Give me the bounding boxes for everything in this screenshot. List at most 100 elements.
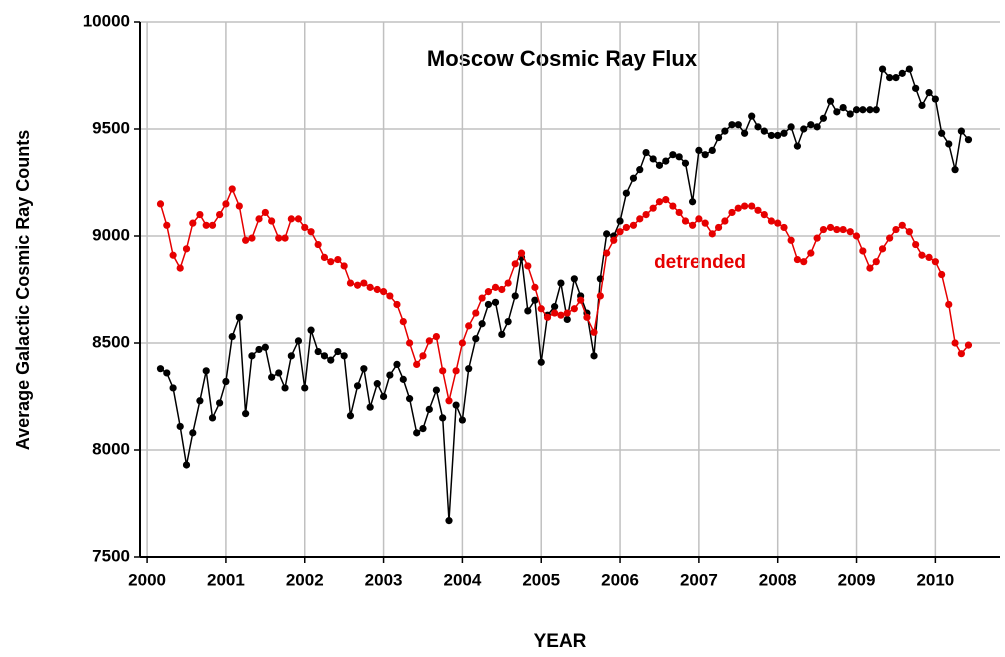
x-tick-label: 2001: [207, 570, 245, 589]
y-tick-label: 9500: [92, 118, 130, 137]
data-point: [425, 405, 433, 413]
x-tick-label: 2002: [286, 570, 324, 589]
data-point: [859, 106, 867, 114]
data-point: [399, 318, 407, 326]
annotation: detrended: [654, 252, 746, 273]
data-point: [833, 108, 841, 116]
data-point: [964, 136, 973, 144]
data-point: [340, 262, 348, 270]
data-point: [570, 305, 578, 313]
data-point: [255, 215, 263, 223]
data-point: [866, 264, 874, 272]
data-point: [918, 251, 926, 259]
data-point: [563, 309, 571, 317]
data-point: [248, 352, 256, 360]
data-point: [551, 309, 559, 317]
data-point: [918, 101, 926, 110]
data-point: [222, 200, 230, 208]
data-point: [728, 121, 736, 129]
data-point: [938, 270, 946, 279]
y-tick-label: 8000: [92, 439, 130, 458]
data-point: [465, 322, 473, 330]
data-point: [886, 74, 894, 82]
data-point: [196, 211, 204, 219]
data-point: [360, 365, 368, 373]
data-point: [695, 146, 703, 154]
data-point: [478, 320, 486, 328]
data-point: [649, 204, 657, 212]
data-point: [596, 292, 604, 300]
data-point: [931, 258, 939, 266]
data-point: [912, 240, 920, 249]
data-point: [327, 258, 335, 266]
data-point: [557, 311, 565, 319]
data-point: [728, 208, 736, 217]
data-point: [472, 335, 480, 343]
data-point: [938, 129, 946, 137]
chart-title: Moscow Cosmic Ray Flux: [427, 46, 698, 71]
data-point: [163, 369, 171, 377]
data-point: [386, 371, 394, 379]
data-point: [787, 123, 795, 131]
data-point: [432, 332, 440, 341]
data-point: [957, 127, 965, 135]
data-point: [465, 365, 473, 373]
x-tick-label: 2005: [522, 570, 560, 589]
data-point: [636, 166, 644, 174]
data-point: [202, 221, 210, 229]
data-point: [294, 215, 303, 223]
data-point: [353, 281, 362, 289]
data-point: [846, 110, 854, 118]
data-point: [373, 380, 381, 388]
x-tick-label: 2010: [916, 570, 954, 589]
data-point: [819, 114, 828, 122]
data-point: [242, 410, 250, 418]
data-point: [196, 397, 204, 405]
data-point: [413, 429, 421, 437]
data-point: [839, 104, 847, 112]
data-point: [169, 251, 177, 259]
data-point: [405, 339, 414, 347]
data-point: [491, 298, 500, 306]
data-point: [662, 157, 670, 165]
data-point: [925, 89, 933, 97]
data-point: [340, 352, 348, 360]
data-point: [846, 228, 854, 236]
y-axis-label: Average Galactic Cosmic Ray Counts: [13, 130, 33, 450]
data-point: [754, 206, 762, 214]
data-point: [314, 240, 322, 249]
data-point: [498, 285, 506, 294]
data-point: [655, 161, 664, 169]
data-point: [898, 69, 906, 77]
data-point: [681, 217, 690, 225]
data-point: [275, 369, 283, 377]
data-point: [543, 313, 552, 321]
data-point: [248, 234, 256, 242]
data-point: [169, 384, 177, 392]
data-point: [945, 300, 953, 309]
data-point: [610, 236, 618, 244]
data-point: [905, 65, 913, 73]
x-tick-label: 2008: [759, 570, 797, 589]
data-point: [807, 121, 815, 129]
x-axis-label: YEAR: [534, 631, 587, 652]
data-point: [320, 253, 329, 261]
data-point: [852, 106, 861, 114]
data-point: [833, 225, 841, 234]
data-point: [642, 148, 650, 157]
data-point: [872, 258, 880, 266]
data-point: [767, 131, 776, 140]
data-point: [721, 127, 729, 135]
data-point: [537, 358, 545, 366]
data-point: [425, 337, 433, 345]
data-point: [701, 151, 709, 159]
data-point: [748, 202, 756, 210]
data-point: [800, 258, 808, 266]
data-point: [163, 221, 171, 229]
data-point: [320, 352, 329, 360]
data-point: [721, 217, 729, 225]
data-point: [386, 292, 394, 300]
data-point: [255, 345, 263, 354]
y-tick-label: 9000: [92, 225, 130, 244]
